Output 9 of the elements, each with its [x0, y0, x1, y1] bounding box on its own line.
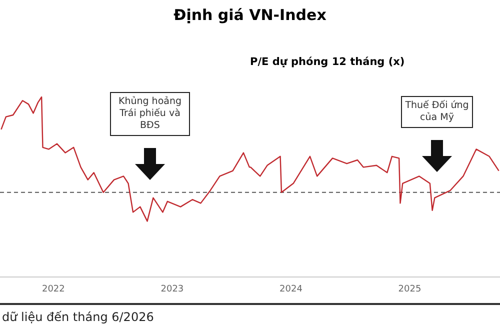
chart-title: Định giá VN-Index [172, 6, 328, 24]
annotation: Thuế Đối ứng của Mỹ [401, 96, 473, 128]
x-tick-label: 2024 [280, 284, 303, 294]
annotation: Khủng hoảng Trái phiếu và BĐS [110, 92, 190, 136]
y-axis-title: P/E dự phóng 12 tháng (x) [250, 56, 406, 68]
x-tick-label: 2025 [398, 284, 422, 294]
x-tick-label: 2023 [160, 284, 184, 294]
x-tick-label: 2022 [42, 284, 65, 294]
text: dữ liệu đến tháng 6/2026 [2, 310, 154, 324]
